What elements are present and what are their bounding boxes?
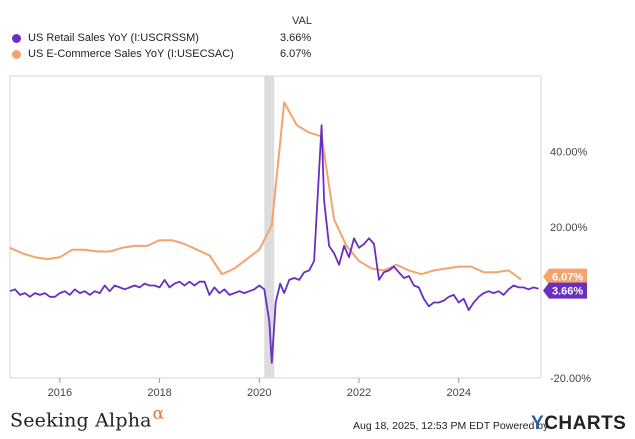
- x-tick-label-2024: 2024: [446, 387, 470, 399]
- legend-label-retail: US Retail Sales YoY (I:USCRSSM): [28, 32, 199, 44]
- series-line-ecommerce: [9, 101, 522, 281]
- legend-value-ecommerce: 6.07%: [280, 48, 312, 60]
- legend-value-header: VAL: [292, 15, 312, 27]
- legend-dot-ecommerce: [12, 49, 21, 59]
- legend-dot-retail: [12, 33, 21, 43]
- footer-timestamp: Aug 18, 2025, 12:53 PM EDT Powered by: [353, 420, 549, 432]
- x-tick-label-2018: 2018: [147, 387, 171, 399]
- y-tick-label-2: -20.00%: [550, 373, 591, 385]
- alpha-symbol: α: [152, 404, 165, 424]
- y-tick-label-1: 20.00%: [550, 222, 588, 234]
- end-label-retail: 3.66%: [552, 286, 583, 298]
- ycharts-logo: YCHARTS: [531, 413, 627, 434]
- x-tick-label-2022: 2022: [347, 387, 371, 399]
- chart-legend: VAL US Retail Sales YoY (I:USCRSSM) 3.66…: [0, 0, 635, 70]
- end-label-ecommerce: 6.07%: [552, 272, 583, 284]
- legend-item-retail-sales[interactable]: US Retail Sales YoY (I:USCRSSM) 3.66%: [12, 32, 311, 44]
- recession-band: [264, 76, 275, 378]
- plot-frame: [9, 75, 542, 379]
- y-tick-label-0: 40.00%: [550, 147, 588, 159]
- x-tick-label-2016: 2016: [48, 387, 72, 399]
- legend-item-ecommerce-sales[interactable]: US E-Commerce Sales YoY (I:USECSAC) 6.07…: [12, 48, 311, 60]
- series-line-retail: [9, 124, 539, 364]
- end-label-retail-bg: [543, 282, 587, 299]
- legend-label-ecommerce: US E-Commerce Sales YoY (I:USECSAC): [28, 48, 234, 60]
- x-tick-label-2020: 2020: [247, 387, 271, 399]
- seeking-alpha-logo: Seeking Alphaα: [10, 404, 165, 432]
- legend-value-retail: 3.66%: [280, 32, 312, 44]
- end-label-ecommerce-bg: [543, 268, 587, 285]
